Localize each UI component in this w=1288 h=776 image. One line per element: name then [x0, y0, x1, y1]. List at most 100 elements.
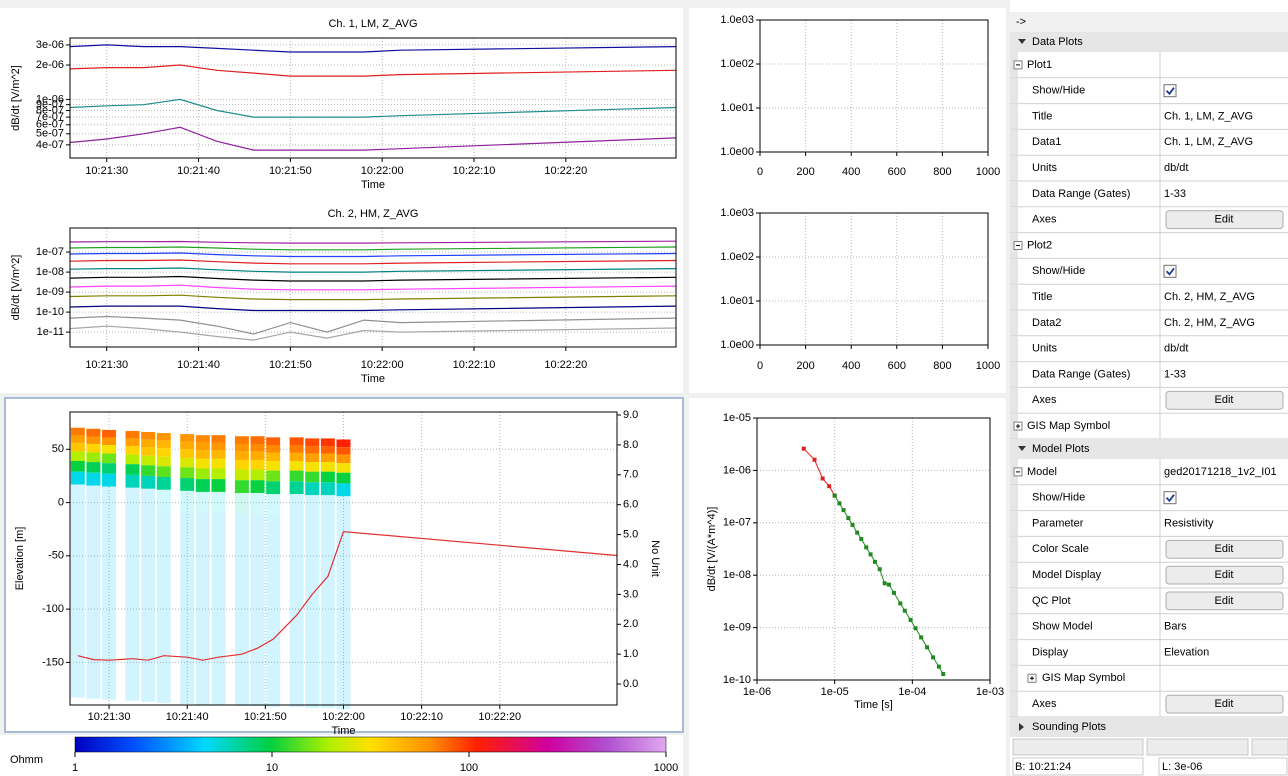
expanded-arrow[interactable] [1018, 446, 1026, 451]
model-layer [250, 469, 265, 481]
model-layer [211, 435, 226, 443]
model-layer [289, 470, 304, 482]
expanded-arrow[interactable] [1018, 39, 1026, 44]
y-tick-label: 9e-07 [36, 99, 64, 111]
property-label: Axes [1032, 394, 1057, 406]
property-label: Color Scale [1032, 543, 1089, 555]
model-layer [102, 437, 117, 446]
y-axis-label: dB/dt [V/m^2] [10, 255, 22, 321]
x-axis-label: Time [s] [854, 699, 893, 711]
x-tick-label: 10:21:50 [244, 711, 287, 723]
data-point [898, 601, 903, 606]
checkbox[interactable] [1163, 491, 1177, 505]
y-tick-label: 1e-10 [723, 674, 751, 686]
model-layer [102, 463, 117, 474]
edit-button[interactable] [1165, 591, 1284, 611]
section-row[interactable] [1010, 717, 1288, 737]
edit-button[interactable] [1165, 210, 1284, 230]
model-layer [234, 480, 249, 493]
data-point [931, 655, 936, 660]
model-layer [266, 461, 281, 471]
model-layer [180, 457, 195, 468]
checkbox[interactable] [1163, 84, 1177, 98]
model-layer [211, 442, 226, 451]
y-tick-label: 2e-06 [36, 59, 64, 71]
property-value: 1-33 [1164, 188, 1186, 200]
model-layer [266, 445, 281, 453]
data-line [69, 305, 677, 312]
property-label: Title [1032, 291, 1052, 303]
y-tick-label: 1e-10 [36, 306, 64, 318]
model-layer [320, 453, 335, 463]
section-title: Model Plots [1032, 443, 1090, 455]
y2-tick-label: 3.0 [623, 588, 638, 600]
y2-tick-label: 7.0 [623, 469, 638, 481]
check-mark [1165, 87, 1175, 96]
model-layer [250, 514, 265, 707]
group-label: Plot1 [1027, 59, 1052, 71]
x-tick-label: 600 [888, 360, 906, 372]
data-line [69, 267, 677, 273]
model-layer [102, 507, 117, 700]
model-layer [70, 484, 85, 506]
y-tick-label: 1.0e03 [720, 207, 754, 219]
property-label: Data Range (Gates) [1032, 368, 1130, 380]
model-layer [156, 433, 171, 441]
property-label: Parameter [1032, 517, 1084, 529]
section-row[interactable] [1010, 32, 1288, 52]
data-point [872, 559, 877, 564]
x-axis-label: Time [361, 373, 385, 385]
model-layer [305, 446, 320, 454]
model-layer [305, 482, 320, 496]
x-tick-label: 10:21:30 [88, 711, 131, 723]
x-tick-label: 1e-06 [743, 686, 771, 698]
edit-button[interactable] [1165, 390, 1284, 410]
x-tick-label: 0 [757, 360, 763, 372]
model-layer [320, 516, 335, 709]
data-point [868, 552, 873, 557]
x-tick-label: 1e-04 [898, 686, 926, 698]
data-line [69, 284, 677, 291]
data-point [925, 645, 930, 650]
axes-area [689, 8, 1006, 393]
model-layer [156, 476, 171, 490]
plot-frame [759, 212, 989, 346]
edit-button[interactable] [1165, 539, 1284, 559]
colorbar [74, 736, 667, 753]
y2-axis-label: No Unit [649, 540, 661, 577]
edit-button-label: Edit [1215, 569, 1234, 581]
y-tick-label: 1.0e02 [720, 58, 754, 70]
data-point [820, 476, 825, 481]
section-row[interactable] [1010, 439, 1288, 459]
model-layer [125, 446, 140, 455]
model-layer [102, 430, 117, 438]
model-layer [141, 510, 156, 702]
y-tick-label: 1e-09 [36, 286, 64, 298]
y-tick-label: 1.0e01 [720, 295, 754, 307]
model-layer [195, 458, 210, 469]
collapsed-arrow[interactable] [1019, 723, 1024, 731]
status-text: B: 10:21:24 [1015, 761, 1071, 773]
model-layer [305, 495, 320, 517]
data-point [846, 516, 851, 521]
data-point [882, 581, 887, 586]
model-layer [70, 451, 85, 462]
checkbox[interactable] [1163, 264, 1177, 278]
y-tick-label: 1e-11 [37, 326, 64, 338]
model-layer [234, 469, 249, 481]
panel-gutter [1010, 284, 1018, 310]
model-layer [70, 471, 85, 485]
model-layer [195, 513, 210, 705]
y-tick-label: 6e-07 [36, 119, 64, 131]
data-point [801, 446, 806, 451]
data-line [69, 246, 677, 251]
y2-tick-label: 6.0 [623, 499, 638, 511]
model-layer [180, 449, 195, 458]
edit-button[interactable] [1165, 694, 1284, 714]
model-layer [180, 512, 195, 704]
edit-button[interactable] [1165, 565, 1284, 585]
model-layer [86, 506, 101, 699]
data-point [837, 501, 842, 506]
data-point [850, 522, 855, 527]
model-layer [125, 487, 140, 509]
